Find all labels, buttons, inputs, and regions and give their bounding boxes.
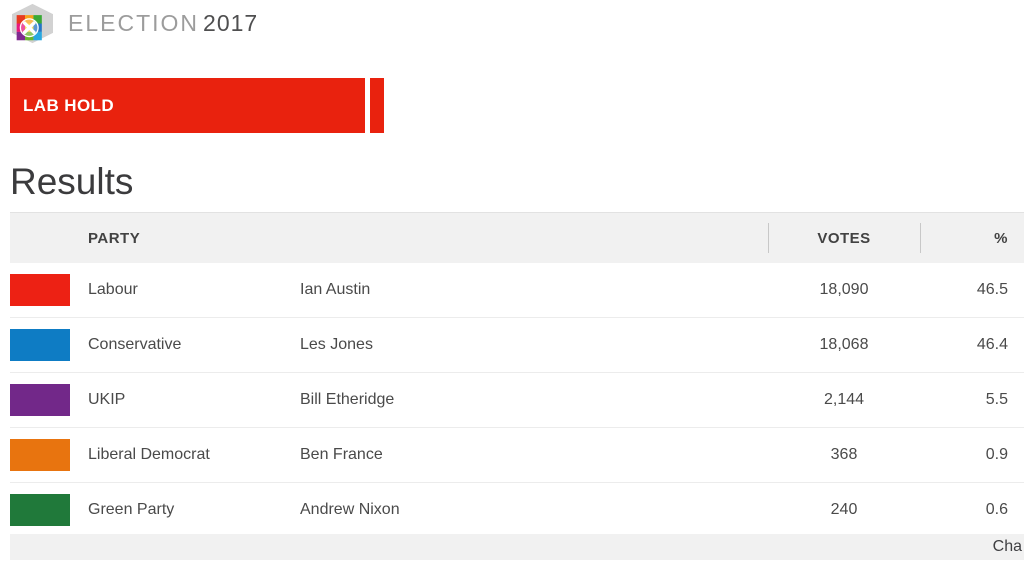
party-color-swatch	[10, 439, 70, 471]
table-row: Liberal Democrat Ben France 368 0.9	[10, 428, 1024, 483]
candidate-name: Les Jones	[300, 336, 373, 353]
table-header-row: PARTY VOTES %	[10, 213, 1024, 263]
party-color-swatch	[10, 329, 70, 361]
ballot-x-icon	[22, 21, 36, 35]
column-header-percent: %	[994, 229, 1008, 247]
table-row: Green Party Andrew Nixon 240 0.6	[10, 483, 1024, 537]
party-color-swatch	[10, 494, 70, 526]
table-row: Labour Ian Austin 18,090 46.5	[10, 263, 1024, 318]
percent-value: 46.4	[976, 336, 1008, 353]
table-row: UKIP Bill Etheridge 2,144 5.5	[10, 373, 1024, 428]
percent-value: 0.9	[985, 446, 1008, 463]
column-divider	[920, 223, 921, 253]
footer-text: Cha	[992, 538, 1022, 555]
party-color-swatch	[10, 384, 70, 416]
table-row: Conservative Les Jones 18,068 46.4	[10, 318, 1024, 373]
candidate-name: Ben France	[300, 446, 383, 463]
candidate-name: Bill Etheridge	[300, 391, 395, 408]
result-banner-text: LAB HOLD	[23, 95, 115, 115]
column-divider	[768, 223, 769, 253]
party-name: UKIP	[88, 391, 126, 408]
percent-value: 5.5	[985, 391, 1008, 408]
votes-value: 18,090	[819, 281, 869, 298]
party-name: Conservative	[88, 336, 182, 353]
results-table: PARTY VOTES % Labour Ian Austin 18,090 4…	[10, 212, 1024, 537]
party-name: Green Party	[88, 501, 175, 518]
page-title: Results	[10, 161, 134, 202]
election-logo-icon	[10, 3, 55, 44]
brand-year: 2017	[203, 10, 259, 36]
party-color-swatch	[10, 274, 70, 306]
column-header-party: PARTY	[88, 229, 141, 247]
ballot-cube-icon	[12, 3, 53, 44]
percent-value: 0.6	[985, 501, 1008, 518]
site-header: ELECTION 2017	[10, 3, 258, 44]
result-banner: LAB HOLD	[10, 78, 390, 133]
votes-value: 2,144	[823, 391, 865, 408]
result-banner-accent	[370, 78, 384, 133]
candidate-name: Andrew Nixon	[300, 501, 400, 518]
brand-title: ELECTION 2017	[68, 10, 258, 37]
party-name: Liberal Democrat	[88, 446, 210, 463]
result-banner-block: LAB HOLD	[10, 78, 365, 133]
votes-value: 368	[830, 446, 858, 463]
party-name: Labour	[88, 281, 138, 298]
brand-word: ELECTION	[68, 10, 200, 36]
percent-value: 46.5	[976, 281, 1008, 298]
candidate-name: Ian Austin	[300, 281, 371, 298]
column-header-votes: VOTES	[817, 229, 871, 247]
table-footer-bar: Cha	[10, 534, 1024, 560]
votes-value: 18,068	[819, 336, 869, 353]
votes-value: 240	[830, 501, 858, 518]
